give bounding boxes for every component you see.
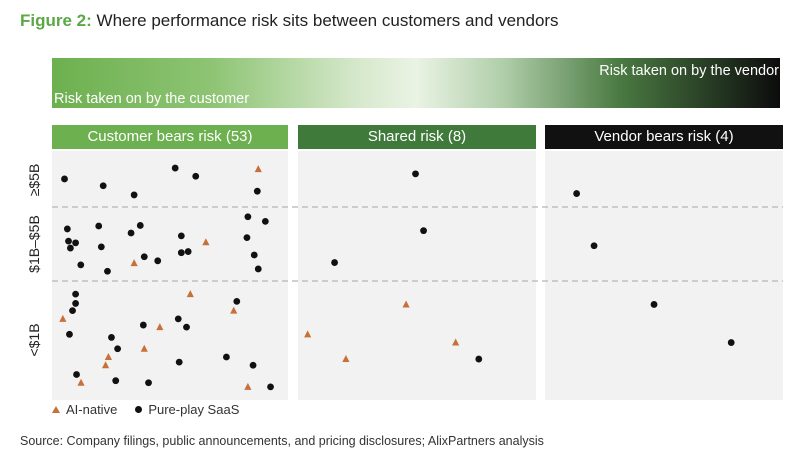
panel-customer-bg bbox=[52, 151, 288, 400]
customer-risk-label: Risk taken on by the customer bbox=[54, 91, 250, 107]
saas-point bbox=[77, 261, 85, 269]
legend: AI-native Pure-play SaaS bbox=[52, 402, 239, 417]
saas-point bbox=[130, 191, 138, 199]
saas-point bbox=[243, 234, 251, 242]
saas-point bbox=[72, 239, 79, 247]
saas-point bbox=[104, 267, 111, 275]
saas-point bbox=[175, 358, 183, 366]
ai-native-point bbox=[140, 344, 148, 352]
ai-native-point bbox=[230, 306, 238, 314]
saas-point bbox=[590, 242, 598, 250]
saas-point bbox=[127, 229, 135, 237]
ai-native-point bbox=[104, 352, 113, 360]
saas-point bbox=[650, 301, 658, 308]
figure-title-text: Where performance risk sits between cust… bbox=[96, 11, 559, 30]
saas-point bbox=[267, 383, 274, 391]
wedge-band bbox=[52, 58, 780, 108]
saas-point bbox=[63, 225, 71, 233]
saas-point bbox=[154, 257, 162, 265]
legend-saas-marker bbox=[135, 406, 143, 413]
ai-native-point bbox=[244, 382, 252, 390]
risk-wedge bbox=[52, 58, 780, 108]
saas-point bbox=[65, 237, 72, 245]
saas-point bbox=[223, 353, 230, 361]
saas-point bbox=[112, 377, 120, 385]
saas-point bbox=[249, 361, 257, 369]
ai-native-point bbox=[452, 338, 460, 346]
figure-title: Figure 2: Where performance risk sits be… bbox=[20, 11, 559, 31]
saas-point bbox=[145, 379, 152, 387]
saas-point bbox=[183, 323, 190, 331]
saas-point bbox=[261, 217, 269, 225]
saas-point bbox=[727, 339, 735, 346]
legend-ai-native-marker bbox=[52, 406, 60, 413]
ai-native-point bbox=[59, 314, 67, 322]
saas-point bbox=[139, 321, 147, 329]
saas-point bbox=[69, 307, 76, 315]
ai-native-point bbox=[254, 165, 262, 173]
ai-native-point bbox=[202, 238, 210, 246]
saas-point bbox=[573, 190, 581, 197]
saas-point bbox=[331, 259, 338, 266]
saas-point bbox=[254, 265, 262, 273]
saas-point bbox=[233, 297, 241, 305]
saas-point bbox=[95, 222, 103, 230]
saas-point bbox=[412, 170, 419, 178]
panel-header-vendor: Vendor bears risk (4) bbox=[545, 125, 783, 149]
ai-native-point bbox=[342, 355, 350, 363]
ai-native-point bbox=[402, 300, 410, 308]
saas-point bbox=[253, 187, 261, 195]
saas-point bbox=[177, 232, 185, 240]
vendor-risk-label: Risk taken on by the vendor bbox=[599, 63, 779, 79]
ai-native-point bbox=[101, 361, 110, 369]
saas-point bbox=[108, 334, 115, 341]
ai-native-point bbox=[156, 323, 164, 331]
panel-header-customer: Customer bears risk (53) bbox=[52, 125, 288, 149]
ai-native-point bbox=[186, 290, 194, 298]
ai-native-point bbox=[304, 330, 312, 338]
panel-shared-bg bbox=[298, 151, 536, 400]
saas-point bbox=[114, 345, 122, 353]
saas-point bbox=[66, 330, 73, 338]
ai-native-point bbox=[77, 378, 85, 386]
saas-point bbox=[177, 249, 185, 257]
panel-header-shared: Shared risk (8) bbox=[298, 125, 536, 149]
saas-point bbox=[174, 315, 182, 323]
saas-point bbox=[67, 244, 74, 252]
saas-point bbox=[61, 175, 68, 183]
saas-point bbox=[244, 213, 252, 221]
saas-point bbox=[73, 371, 80, 378]
saas-point bbox=[171, 164, 179, 172]
panel-vendor-bg bbox=[545, 151, 783, 400]
saas-point bbox=[475, 355, 483, 363]
figure-label: Figure 2: bbox=[20, 11, 92, 30]
saas-point bbox=[72, 290, 79, 298]
source-note: Source: Company filings, public announce… bbox=[20, 434, 544, 448]
saas-point bbox=[136, 222, 144, 229]
ai-native-point bbox=[130, 259, 138, 267]
saas-point bbox=[97, 243, 105, 251]
saas-point bbox=[72, 300, 79, 307]
saas-point bbox=[184, 248, 192, 255]
saas-point bbox=[420, 227, 427, 235]
saas-point bbox=[140, 253, 148, 261]
saas-point bbox=[99, 182, 107, 190]
saas-point bbox=[250, 251, 258, 259]
legend-saas-label: Pure-play SaaS bbox=[148, 402, 240, 417]
legend-ai-native-label: AI-native bbox=[66, 402, 118, 417]
saas-point bbox=[192, 172, 200, 180]
